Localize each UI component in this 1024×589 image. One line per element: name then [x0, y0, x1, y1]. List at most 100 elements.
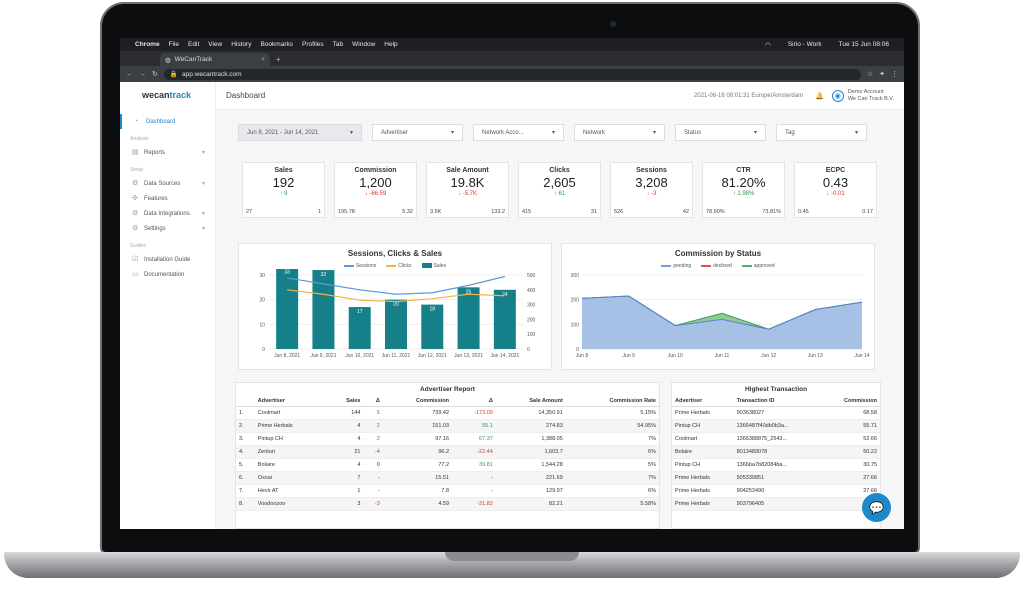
wifi-icon[interactable]: ◠	[765, 41, 771, 49]
sales-bar[interactable]	[493, 289, 516, 349]
column-header[interactable]	[236, 396, 255, 407]
menu-help[interactable]: Help	[384, 41, 398, 48]
advertiser-filter[interactable]: Advertiser ▾	[372, 124, 463, 141]
kpi-card-commission[interactable]: Commission 1,200 ↓ -66.59 195.78 5.32	[334, 162, 417, 218]
new-tab-icon[interactable]: +	[276, 55, 281, 64]
table-row[interactable]: Coolmart 1366388875_2543... 52.66	[672, 432, 880, 446]
account-menu[interactable]: ◉ Demo Account We Can Track B.V.	[831, 89, 894, 103]
legend-approved[interactable]: approved	[741, 263, 775, 269]
sessions-line[interactable]	[287, 275, 505, 295]
menu-profiles[interactable]: Profiles	[301, 41, 324, 48]
table-row[interactable]: Pintup CH 1366487f40db0b3a... 55.71	[672, 419, 880, 433]
kpi-card-ctr[interactable]: CTR 81.20% ↑ 1.98% 78.90% 73.81%	[702, 162, 785, 218]
menu-edit[interactable]: Edit	[188, 41, 200, 48]
table-row[interactable]: Prime Herbals 905339851 27.66	[672, 471, 880, 485]
column-header[interactable]: Commission Rate	[565, 396, 659, 407]
kpi-today: 0.17	[862, 209, 873, 215]
star-icon[interactable]: ☆	[866, 71, 874, 78]
table-row[interactable]: Prime Herbals 904253490 27.66	[672, 484, 880, 498]
menu-tab[interactable]: Tab	[332, 41, 344, 48]
column-header[interactable]: Transaction ID	[733, 396, 822, 407]
menu-history[interactable]: History	[231, 41, 252, 48]
menu-window[interactable]: Window	[352, 41, 376, 48]
sales-cell: 3	[327, 497, 364, 511]
reload-icon[interactable]: ↻	[152, 71, 158, 78]
advertiser-name: Prime Herbals	[672, 497, 734, 511]
sidebar-item-settings[interactable]: ⚙ Settings ▾	[120, 221, 215, 236]
bell-icon[interactable]: 🔔	[815, 92, 824, 100]
kpi-card-clicks[interactable]: Clicks 2,605 ↑ 61 415 31	[518, 162, 601, 218]
kpi-card-sale-amount[interactable]: Sale Amount 19.8K ↓ -5.7K 3.5K 133.2	[426, 162, 509, 218]
y-tick-label: 300	[571, 273, 580, 279]
date-range-picker[interactable]: Jun 8, 2021 - Jun 14, 2021 ▾	[238, 124, 362, 141]
sales-bar[interactable]	[312, 270, 335, 349]
table-row[interactable]: 6. Oxxai 7-15.51-221.69 7%	[236, 471, 659, 485]
commission-rate-cell: 6%	[565, 445, 659, 459]
tag-filter[interactable]: Tag ▾	[776, 124, 867, 141]
kpi-card-ecpc[interactable]: ECPC 0.43 ↓ -0.01 0.45 0.17	[794, 162, 877, 218]
sidebar-item-documentation[interactable]: ▭ Documentation	[120, 267, 215, 282]
column-header[interactable]: Δ	[363, 396, 383, 407]
menu-app[interactable]: Chrome	[135, 41, 160, 48]
network-filter[interactable]: Network ▾	[574, 124, 665, 141]
table-row[interactable]: 7. Hevir AT 1-7.8-129.97 6%	[236, 484, 659, 498]
clicks-line[interactable]	[287, 289, 505, 303]
back-icon[interactable]: ←	[126, 70, 133, 78]
extensions-icon[interactable]: ✦	[879, 71, 885, 78]
logo[interactable]: wecantrack	[120, 90, 215, 100]
sales-bar[interactable]	[385, 299, 407, 349]
legend-declined[interactable]: declined	[701, 263, 732, 269]
address-bar[interactable]: 🔒 app.wecantrack.com	[163, 68, 861, 80]
sales-bar[interactable]	[348, 307, 371, 349]
sales-bar[interactable]	[276, 267, 299, 349]
column-header[interactable]: Advertiser	[672, 396, 734, 407]
column-header[interactable]: Sales	[327, 396, 364, 407]
legend-clicks[interactable]: Clicks	[386, 263, 412, 269]
network-account-filter[interactable]: Network Acco... ▾	[473, 124, 564, 141]
table-row[interactable]: 5. Bolaire 4 0 77.2 39.81 1,544.28 5%	[236, 458, 659, 472]
sidebar-item-dashboard[interactable]: ◔ Dashboard	[120, 114, 215, 129]
column-header[interactable]: Advertiser	[254, 396, 328, 407]
column-header[interactable]: Δ	[452, 396, 496, 407]
table-row[interactable]: 8. Voodoozoo 3 -3 4.59 -31.82 82.21 5.58%	[236, 497, 659, 511]
table-row[interactable]: Bolaire 8013489078 50.22	[672, 445, 880, 459]
table-row[interactable]: Pintup CH 1366ba7b82084ba... 30.75	[672, 458, 880, 472]
menu-view[interactable]: View	[208, 41, 223, 48]
transaction-id: 904253490	[733, 484, 822, 498]
close-tab-icon[interactable]: ×	[261, 56, 265, 63]
network-status[interactable]: Sirio - Work	[787, 41, 822, 48]
legend-pending[interactable]: pending	[661, 263, 691, 269]
column-header[interactable]: Commission	[382, 396, 453, 407]
sales-bar[interactable]	[421, 304, 444, 349]
pending-line[interactable]	[581, 295, 863, 330]
kpi-card-sessions[interactable]: Sessions 3,208 ↓ -3 526 42	[610, 162, 693, 218]
sidebar-item-reports[interactable]: ▤ Reports ▾	[120, 145, 215, 160]
table-row[interactable]: 4. Zenturi 21 -4 96.2 -22.44 1,603.7 6%	[236, 445, 659, 459]
table-row[interactable]: 1. Coolmart 144 5 739.42 -173.09 14,350.91 5.15…	[236, 406, 659, 420]
kpi-card-sales[interactable]: Sales 192 ↑ 9 27 1	[242, 162, 325, 218]
sidebar-item-data-integrations[interactable]: ⚙ Data Integrations ▾	[120, 206, 215, 221]
forward-icon[interactable]: →	[139, 70, 146, 78]
column-header[interactable]: Sale Amount	[495, 396, 566, 407]
chat-icon[interactable]: 💬	[862, 493, 891, 522]
sales-bar[interactable]	[457, 287, 480, 349]
legend-sessions[interactable]: Sessions	[343, 263, 376, 269]
browser-tab[interactable]: ◍ WeCanTrack ×	[160, 53, 270, 66]
chart-title: Sessions, Clicks & Sales	[347, 249, 443, 258]
sidebar-item-installation-guide[interactable]: ☑ Installation Guide	[120, 252, 215, 267]
sidebar-item-features[interactable]: ✣ Features	[120, 191, 215, 206]
sidebar-item-data-sources[interactable]: ⚙ Data Sources ▾	[120, 176, 215, 191]
menu-file[interactable]: File	[168, 41, 180, 48]
menu-bookmarks[interactable]: Bookmarks	[260, 41, 293, 48]
column-header[interactable]: Commission	[821, 396, 880, 407]
status-filter[interactable]: Status ▾	[675, 124, 766, 141]
clock[interactable]: Tue 15 Jun 08:06	[838, 41, 889, 48]
pending-area[interactable]	[582, 295, 862, 349]
table-row[interactable]: 2. Prime Herbals 4 2 151.03 55.1 274.83 54.95%	[236, 419, 659, 433]
menu-dots-icon[interactable]: ⋮	[891, 71, 898, 78]
legend-sales[interactable]: Sales	[421, 263, 446, 269]
table-row[interactable]: Prime Herbals90379640527.66	[672, 497, 880, 511]
table-row[interactable]: 3. Pintup CH 4 2 97.16 67.37 1,388.05 7%	[236, 432, 659, 446]
table-row[interactable]: Prime Herbals 903638027 68.58	[672, 406, 880, 420]
